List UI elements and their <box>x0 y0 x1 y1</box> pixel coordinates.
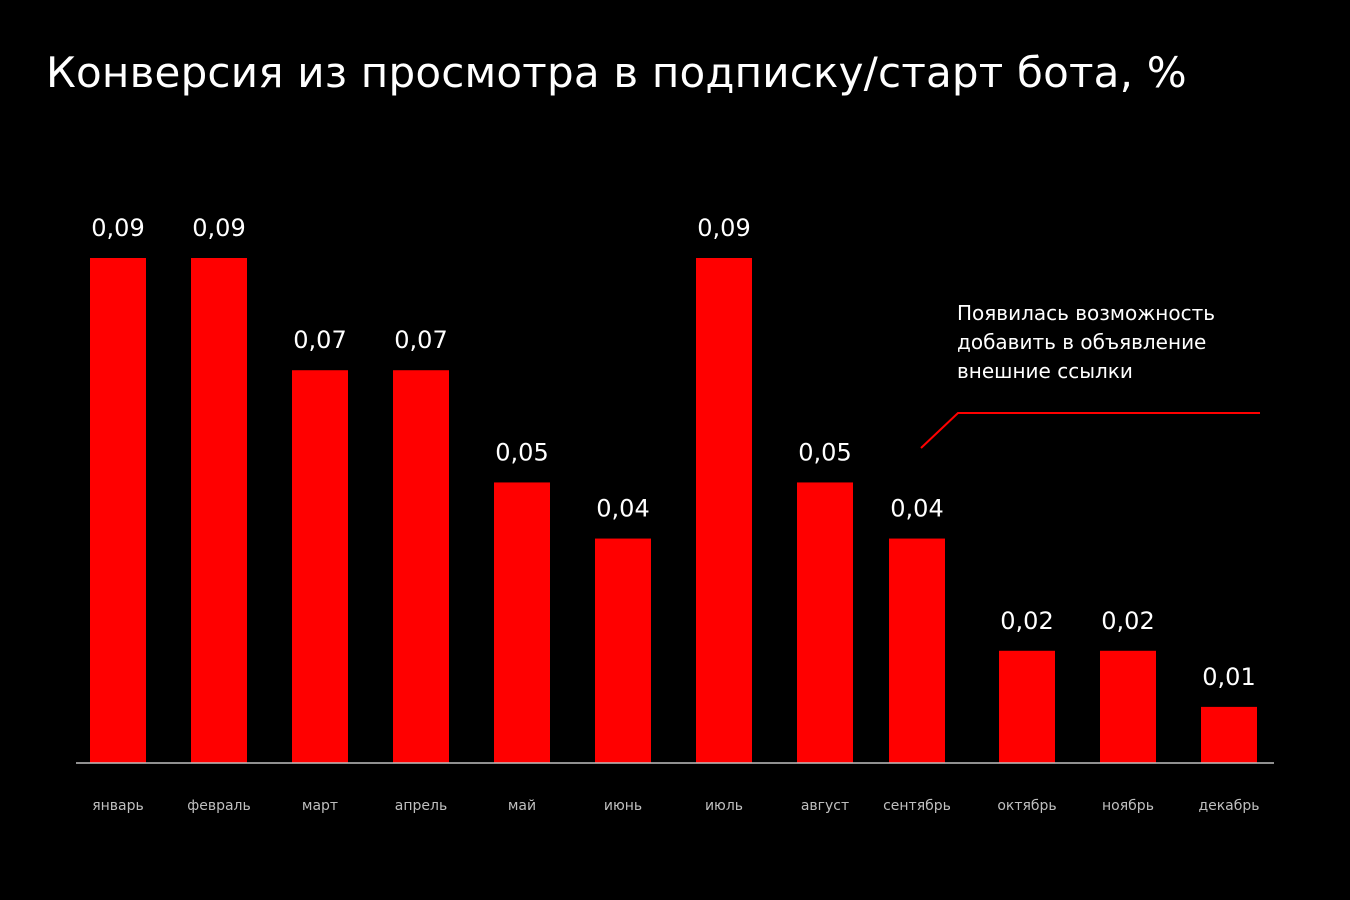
category-labels-group: январь февраль март апрель май июнь июль август… <box>92 798 1259 814</box>
bar-6 <box>595 538 651 763</box>
bar-3 <box>292 370 348 763</box>
bar-10 <box>999 650 1055 763</box>
value-label-12: 0,01 <box>1202 663 1255 691</box>
value-label-7: 0,09 <box>697 214 750 242</box>
value-label-6: 0,04 <box>596 495 649 523</box>
value-label-1: 0,09 <box>91 214 144 242</box>
bar-1 <box>90 258 146 763</box>
value-label-10: 0,02 <box>1000 607 1053 635</box>
bars-group <box>90 258 1257 763</box>
bar-12 <box>1201 706 1257 763</box>
bar-7 <box>696 258 752 763</box>
value-label-2: 0,09 <box>192 214 245 242</box>
value-label-3: 0,07 <box>293 326 346 354</box>
category-label-4: апрель <box>395 798 447 814</box>
value-label-8: 0,05 <box>798 438 851 466</box>
bar-8 <box>797 482 853 763</box>
value-label-5: 0,05 <box>495 438 548 466</box>
value-label-4: 0,07 <box>394 326 447 354</box>
category-label-6: июнь <box>604 798 642 814</box>
bar-11 <box>1100 650 1156 763</box>
bar-2 <box>191 258 247 763</box>
value-label-9: 0,04 <box>890 495 943 523</box>
annotation-text: Появилась возможность добавить в объявле… <box>957 301 1216 383</box>
category-label-3: март <box>302 798 338 814</box>
category-label-7: июль <box>705 798 743 814</box>
value-labels-group: 0,09 0,09 0,07 0,07 0,05 0,04 0,09 0,05 0,04 0,02… <box>91 214 1255 691</box>
bar-4 <box>393 370 449 763</box>
category-label-5: май <box>508 798 536 814</box>
chart-title: Конверсия из просмотра в подписку/старт … <box>46 48 1187 97</box>
value-label-11: 0,02 <box>1101 607 1154 635</box>
category-label-12: декабрь <box>1198 798 1259 814</box>
category-label-11: ноябрь <box>1102 798 1154 814</box>
bar-5 <box>494 482 550 763</box>
category-label-9: сентябрь <box>883 798 951 814</box>
category-label-8: август <box>801 798 849 814</box>
category-label-2: февраль <box>187 798 251 814</box>
bar-9 <box>889 538 945 763</box>
category-label-10: октябрь <box>997 798 1056 814</box>
category-label-1: январь <box>92 798 144 814</box>
annotation-pointer-line <box>920 412 1260 449</box>
